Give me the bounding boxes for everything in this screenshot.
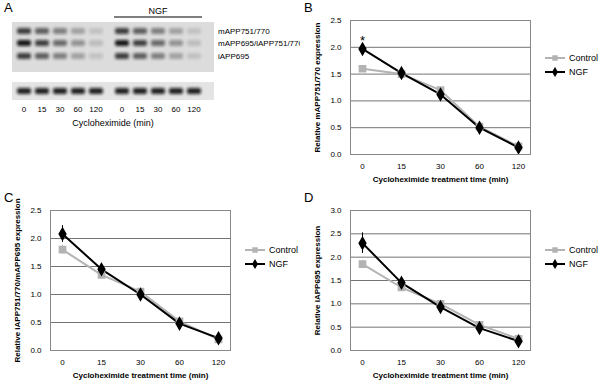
svg-text:Relative iAPP751/770/mAPP695 e: Relative iAPP751/770/mAPP695 expression	[13, 198, 22, 362]
svg-text:0: 0	[60, 358, 65, 367]
svg-text:2.5: 2.5	[330, 229, 342, 238]
html-text:B: B	[304, 0, 313, 15]
svg-text:120: 120	[512, 162, 526, 171]
svg-text:0.0: 0.0	[30, 346, 42, 355]
svg-text:*: *	[360, 33, 365, 48]
svg-text:0: 0	[22, 105, 27, 114]
svg-text:mAPP695/iAPP751/770: mAPP695/iAPP751/770	[218, 39, 300, 48]
svg-text:120: 120	[212, 358, 226, 367]
svg-text:Cycloheximide treatment time (: Cycloheximide treatment time (min)	[373, 371, 509, 380]
html-text:NGF: NGF	[569, 258, 588, 269]
svg-text:30: 30	[436, 358, 445, 367]
svg-text:0.5: 0.5	[330, 123, 342, 132]
svg-text:15: 15	[397, 162, 406, 171]
svg-text:30: 30	[154, 105, 163, 114]
svg-text:30: 30	[56, 105, 65, 114]
html-text:NGF: NGF	[569, 66, 588, 77]
svg-text:2.5: 2.5	[30, 206, 42, 215]
svg-text:2.0: 2.0	[30, 234, 42, 243]
svg-text:15: 15	[136, 105, 145, 114]
svg-text:Relative mAPP751/770 expressio: Relative mAPP751/770 expression	[313, 22, 322, 152]
svg-text:30: 30	[136, 358, 145, 367]
svg-text:30: 30	[436, 162, 445, 171]
svg-text:1.0: 1.0	[330, 96, 342, 105]
svg-text:1.5: 1.5	[330, 70, 342, 79]
html-text:A: A	[4, 0, 13, 15]
html-text:Control: Control	[269, 244, 298, 255]
svg-text:15: 15	[397, 358, 406, 367]
svg-text:15: 15	[38, 105, 47, 114]
svg-text:Relative iAPP695 expression: Relative iAPP695 expression	[313, 226, 322, 336]
svg-text:Cycloheximide (min): Cycloheximide (min)	[72, 118, 154, 128]
svg-text:60: 60	[175, 358, 184, 367]
svg-text:15: 15	[97, 358, 106, 367]
svg-text:2.0: 2.0	[330, 43, 342, 52]
svg-text:60: 60	[475, 162, 484, 171]
svg-text:0.0: 0.0	[330, 346, 342, 355]
svg-text:1.5: 1.5	[30, 262, 42, 271]
svg-text:2.5: 2.5	[330, 16, 342, 25]
svg-text:1.0: 1.0	[330, 299, 342, 308]
svg-text:120: 120	[89, 105, 103, 114]
svg-text:NGF: NGF	[149, 6, 169, 16]
svg-text:1.0: 1.0	[30, 290, 42, 299]
svg-text:60: 60	[74, 105, 83, 114]
svg-text:2.0: 2.0	[330, 253, 342, 262]
svg-text:0: 0	[120, 105, 125, 114]
svg-text:mAPP751/770: mAPP751/770	[218, 27, 270, 36]
svg-text:3.0: 3.0	[330, 206, 342, 215]
svg-text:0.5: 0.5	[30, 318, 42, 327]
svg-text:120: 120	[187, 105, 201, 114]
svg-text:60: 60	[172, 105, 181, 114]
svg-text:60: 60	[475, 358, 484, 367]
html-text:D: D	[304, 190, 314, 205]
svg-text:Cycloheximide treatment time (: Cycloheximide treatment time (min)	[73, 371, 209, 380]
html-text:Control: Control	[569, 244, 598, 255]
html-text:Control: Control	[569, 52, 598, 63]
svg-text:120: 120	[512, 358, 526, 367]
html-text:NGF: NGF	[269, 258, 288, 269]
html-text:C: C	[4, 190, 14, 205]
svg-text:1.5: 1.5	[330, 276, 342, 285]
svg-text:0.5: 0.5	[330, 323, 342, 332]
svg-text:0: 0	[360, 358, 365, 367]
svg-text:iAPP695: iAPP695	[218, 52, 250, 61]
svg-text:0: 0	[360, 162, 365, 171]
svg-text:Cycloheximide treatment time (: Cycloheximide treatment time (min)	[373, 175, 509, 184]
svg-text:0.0: 0.0	[330, 150, 342, 159]
